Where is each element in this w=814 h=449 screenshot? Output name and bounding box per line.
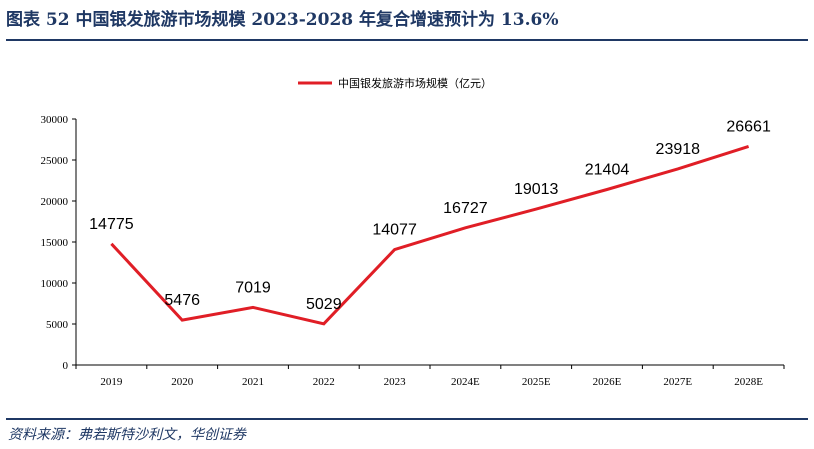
data-label: 14077 — [372, 222, 417, 239]
data-label: 19013 — [514, 181, 559, 198]
x-tick-label: 2023 — [384, 376, 407, 388]
y-axis-ticks: 0 5000 10000 15000 20000 25000 30000 — [41, 114, 76, 372]
data-label: 5476 — [164, 292, 200, 309]
x-tick-label: 2025E — [522, 376, 551, 388]
x-tick-label: 2019 — [100, 376, 123, 388]
data-label: 23918 — [656, 141, 701, 158]
y-tick-label: 0 — [63, 360, 69, 372]
series-line-group — [110, 144, 750, 326]
x-tick-label: 2021 — [242, 376, 264, 388]
series-line — [110, 144, 750, 326]
y-tick-label: 15000 — [41, 237, 69, 249]
data-label: 5029 — [306, 296, 342, 313]
data-label: 26661 — [726, 118, 771, 135]
x-tick-label: 2020 — [171, 376, 194, 388]
data-label: 21404 — [585, 161, 630, 178]
y-tick-label: 25000 — [41, 155, 69, 167]
x-tick-label: 2024E — [451, 376, 480, 388]
y-tick-label: 5000 — [46, 319, 69, 331]
x-tick-label: 2022 — [313, 376, 335, 388]
y-tick-label: 10000 — [41, 278, 69, 290]
data-labels: 14775 5476 7019 5029 14077 16727 19013 21404 239… — [89, 118, 771, 312]
x-axis-ticks: 2019 2020 2021 2022 2023 2024E 2025E 2026E 2027E… — [75, 365, 785, 388]
footer-divider — [6, 418, 808, 420]
data-label: 16727 — [443, 200, 488, 217]
x-tick-label: 2026E — [593, 376, 622, 388]
figure-title: 图表 52 中国银发旅游市场规模 2023-2028 年复合增速预计为 13.6… — [6, 10, 559, 30]
y-tick-label: 20000 — [41, 196, 69, 208]
x-tick-label: 2028E — [734, 376, 763, 388]
legend-label: 中国银发旅游市场规模（亿元） — [338, 76, 492, 90]
y-tick-label: 30000 — [41, 114, 69, 126]
x-tick-label: 2027E — [663, 376, 692, 388]
chart-legend: 中国银发旅游市场规模（亿元） — [298, 76, 492, 90]
source-note: 资料来源：弗若斯特沙利文，华创证券 — [8, 427, 246, 443]
title-divider — [6, 39, 808, 41]
data-label: 7019 — [235, 279, 271, 296]
data-label: 14775 — [89, 216, 134, 233]
